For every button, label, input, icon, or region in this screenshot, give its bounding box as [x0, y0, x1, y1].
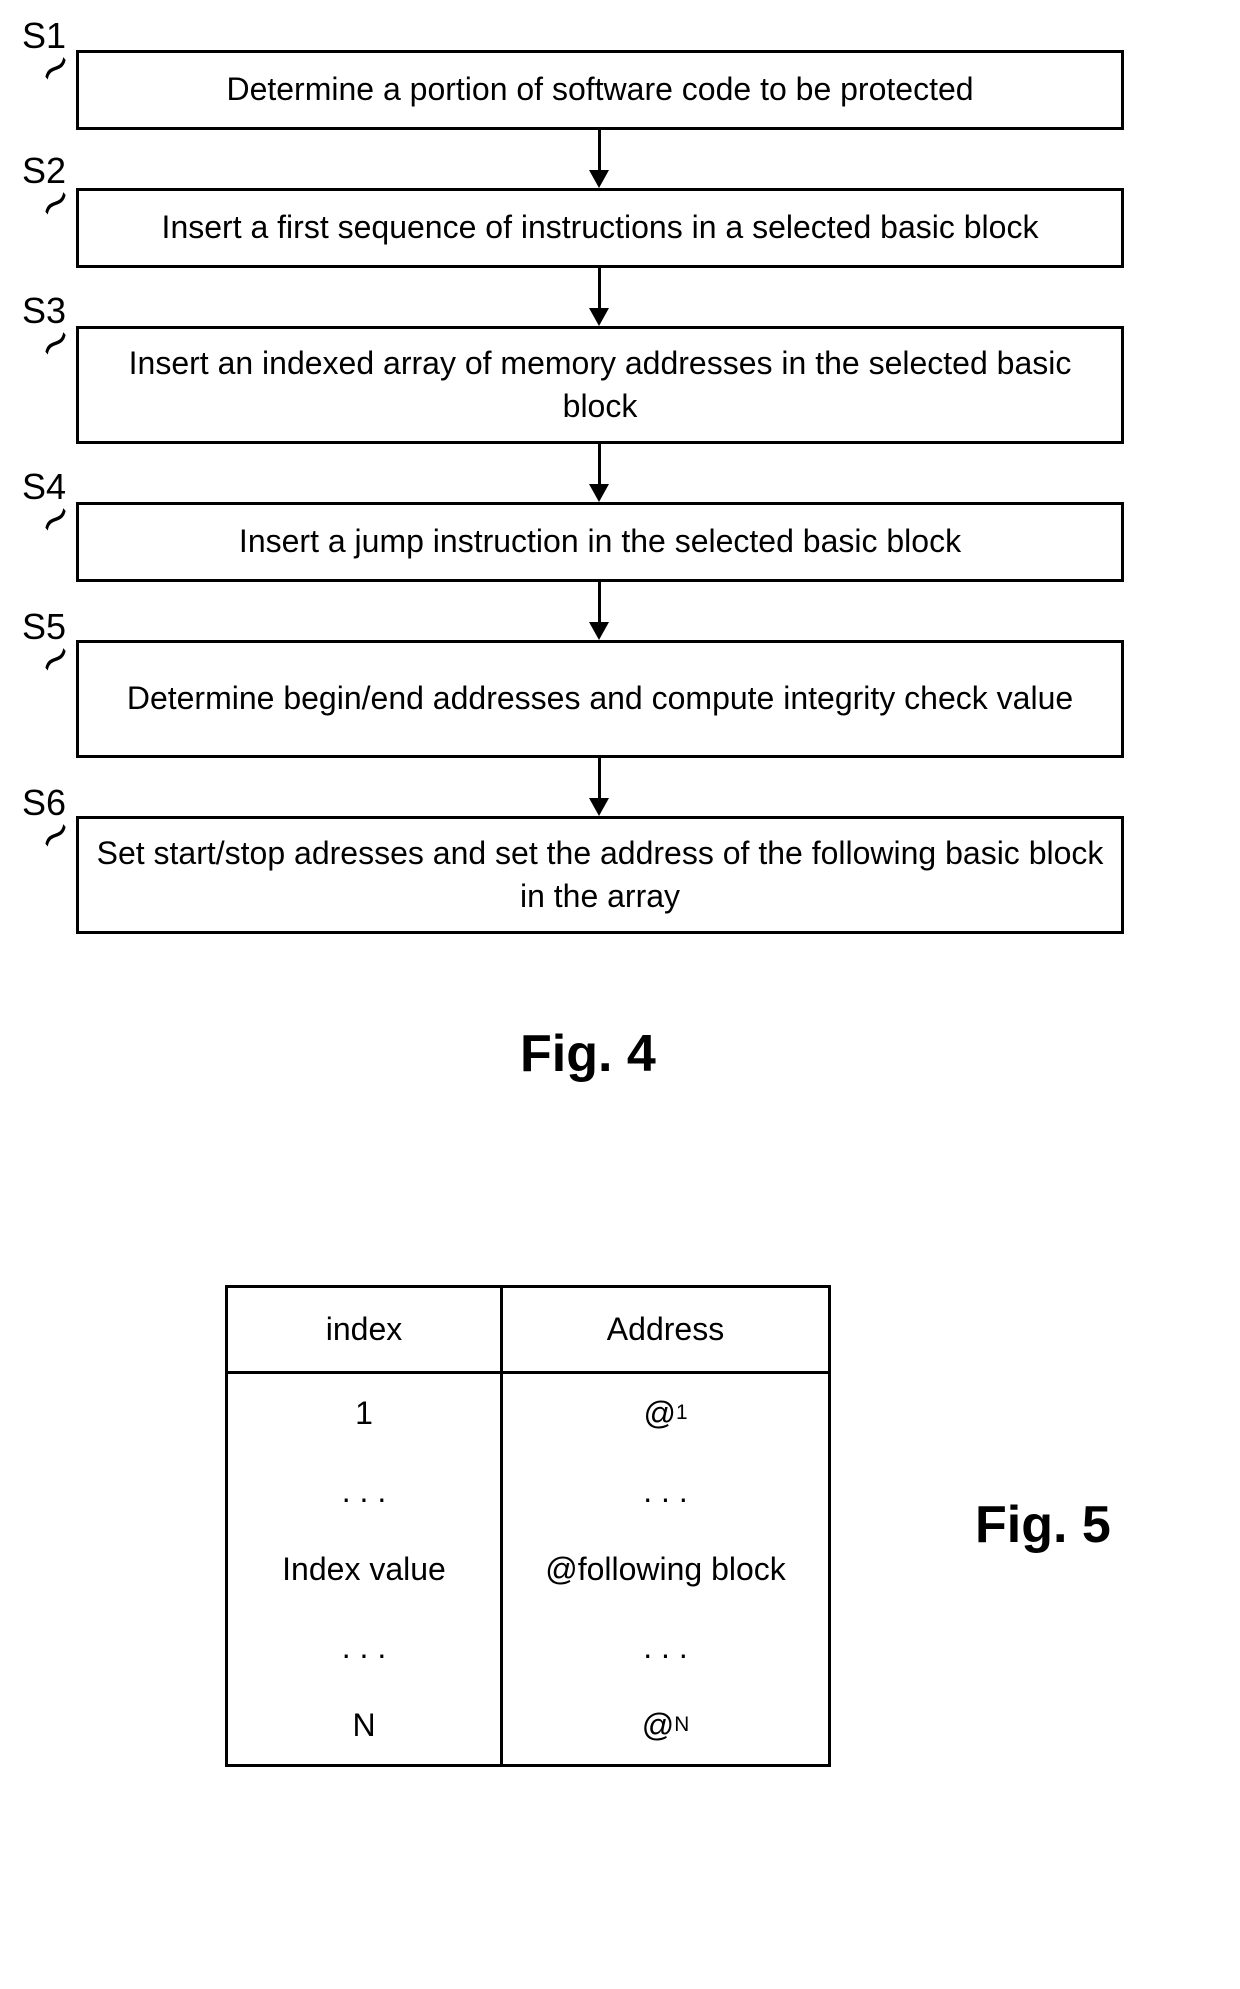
step-label-group: S1∼ — [22, 15, 82, 57]
table-cell: @N — [503, 1686, 828, 1764]
table-header-row: indexAddress — [228, 1288, 828, 1374]
flowchart-step-box: Determine begin/end addresses and comput… — [76, 640, 1124, 758]
table-row: Index value@following block — [228, 1530, 828, 1608]
table-row: N@N — [228, 1686, 828, 1764]
step-label-group: S4∼ — [22, 466, 82, 508]
flowchart-step-box: Insert a jump instruction in the selecte… — [76, 502, 1124, 582]
arrow-head — [589, 798, 609, 816]
arrow-shaft — [598, 582, 601, 622]
flowchart-step-box: Set start/stop adresses and set the addr… — [76, 816, 1124, 934]
step-label-group: S6∼ — [22, 782, 82, 824]
table-cell: @1 — [503, 1374, 828, 1452]
table-cell: . . . — [228, 1608, 503, 1686]
table-cell: N — [228, 1686, 503, 1764]
address-table: indexAddress1@1. . .. . .Index value@fol… — [225, 1285, 831, 1767]
arrow-shaft — [598, 758, 601, 798]
arrow-shaft — [598, 444, 601, 484]
step-label-group: S5∼ — [22, 606, 82, 648]
table-row: 1@1 — [228, 1374, 828, 1452]
table-header-cell: Address — [503, 1288, 828, 1374]
table-cell: 1 — [228, 1374, 503, 1452]
figure-5-caption: Fig. 5 — [975, 1495, 1111, 1555]
flowchart-step-box: Determine a portion of software code to … — [76, 50, 1124, 130]
arrow-head — [589, 170, 609, 188]
arrow-head — [589, 308, 609, 326]
table-cell: Index value — [228, 1530, 503, 1608]
arrow-shaft — [598, 130, 601, 170]
table-cell: . . . — [228, 1452, 503, 1530]
flowchart-step-box: Insert an indexed array of memory addres… — [76, 326, 1124, 444]
figure-4-caption: Fig. 4 — [520, 1024, 656, 1084]
step-label-group: S3∼ — [22, 290, 82, 332]
table-row: . . .. . . — [228, 1608, 828, 1686]
table-row: . . .. . . — [228, 1452, 828, 1530]
flowchart-step-box: Insert a first sequence of instructions … — [76, 188, 1124, 268]
table-cell: . . . — [503, 1608, 828, 1686]
step-label-group: S2∼ — [22, 150, 82, 192]
table-header-cell: index — [228, 1288, 503, 1374]
arrow-shaft — [598, 268, 601, 308]
table-cell: @following block — [503, 1530, 828, 1608]
arrow-head — [589, 622, 609, 640]
arrow-head — [589, 484, 609, 502]
table-cell: . . . — [503, 1452, 828, 1530]
